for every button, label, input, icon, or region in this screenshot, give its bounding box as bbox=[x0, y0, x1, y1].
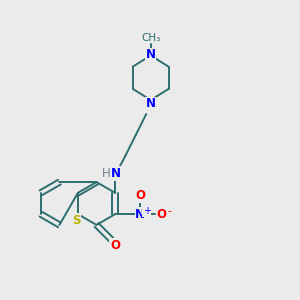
Text: O: O bbox=[157, 208, 167, 221]
Text: O: O bbox=[135, 189, 145, 202]
Text: S: S bbox=[72, 214, 81, 226]
Text: N: N bbox=[111, 167, 121, 180]
Text: O: O bbox=[110, 238, 120, 252]
Text: CH₃: CH₃ bbox=[141, 33, 160, 43]
Text: N: N bbox=[146, 48, 156, 62]
Text: N: N bbox=[146, 97, 156, 110]
Text: +: + bbox=[143, 206, 151, 216]
Text: H: H bbox=[102, 167, 111, 180]
Text: N: N bbox=[135, 208, 145, 221]
Text: -: - bbox=[167, 206, 171, 216]
